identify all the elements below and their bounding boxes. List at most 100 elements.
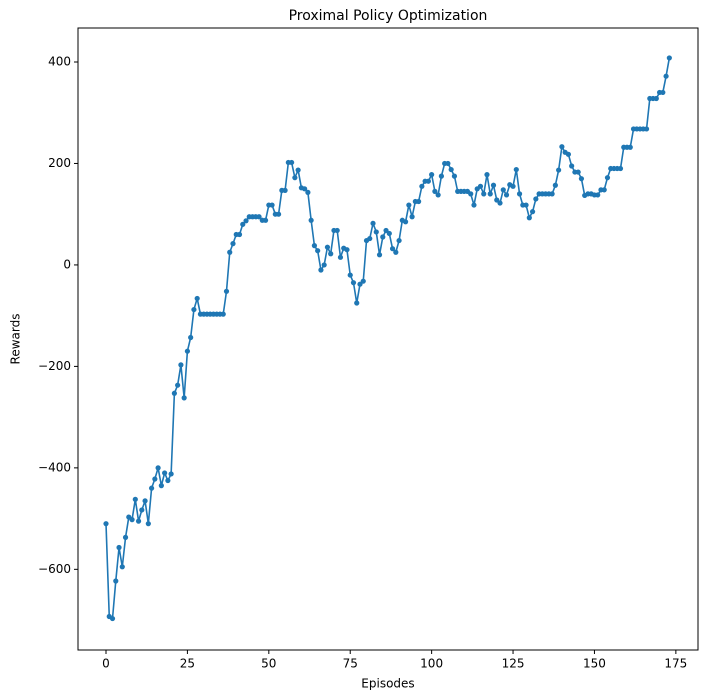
data-point — [578, 176, 585, 182]
data-point — [663, 73, 669, 79]
data-point — [227, 249, 233, 255]
data-point — [302, 186, 308, 192]
data-point — [516, 191, 523, 197]
data-point — [119, 564, 125, 570]
x-tick-label: 125 — [502, 657, 525, 671]
data-point — [181, 395, 187, 401]
data-point — [116, 544, 122, 551]
chart-title: Proximal Policy Optimization — [289, 8, 488, 24]
x-tick-label: 50 — [261, 657, 276, 671]
y-tick-label: −600 — [38, 562, 71, 576]
data-point — [393, 249, 399, 255]
data-point — [289, 159, 295, 166]
data-point — [230, 241, 236, 247]
data-point — [295, 167, 301, 173]
data-point — [240, 221, 246, 227]
data-point — [416, 198, 422, 205]
data-point — [334, 227, 340, 234]
data-point — [448, 166, 454, 173]
data-point — [435, 192, 441, 198]
data-point — [347, 272, 353, 278]
data-point — [409, 214, 415, 220]
data-point — [402, 219, 409, 225]
data-point — [256, 214, 262, 220]
y-axis-label: Rewards — [9, 314, 23, 365]
data-point — [171, 390, 177, 396]
data-point — [191, 306, 197, 313]
data-point — [438, 173, 445, 179]
data-point — [666, 55, 672, 61]
data-point — [523, 202, 529, 208]
y-tick-label: 0 — [63, 257, 71, 271]
data-point — [601, 187, 607, 193]
data-point — [380, 234, 386, 240]
data-point — [155, 465, 161, 471]
data-point — [513, 166, 519, 173]
data-point — [269, 202, 275, 208]
data-point — [445, 160, 451, 167]
data-point — [533, 196, 539, 202]
data-point — [549, 191, 555, 197]
data-point — [321, 262, 327, 268]
y-tick-label: 400 — [48, 54, 71, 68]
data-point — [367, 235, 373, 242]
data-point — [129, 517, 135, 523]
data-point — [556, 167, 562, 173]
data-point — [376, 252, 383, 258]
data-point — [481, 191, 487, 197]
data-point — [490, 182, 497, 188]
data-point — [145, 521, 151, 527]
data-point — [370, 220, 376, 226]
data-point — [552, 182, 558, 188]
data-point — [344, 247, 350, 253]
data-point — [148, 485, 155, 491]
data-point — [328, 251, 334, 257]
data-point — [487, 191, 493, 197]
data-point — [360, 278, 366, 284]
data-point — [318, 267, 324, 273]
data-point — [432, 188, 438, 194]
data-point — [386, 230, 392, 237]
data-point — [275, 211, 282, 217]
data-point — [109, 615, 116, 622]
data-point — [223, 288, 230, 294]
x-tick-label: 25 — [180, 657, 195, 671]
data-point — [396, 237, 402, 244]
data-point — [168, 471, 174, 477]
data-point — [337, 254, 344, 260]
x-axis-label: Episodes — [361, 677, 414, 691]
y-tick-label: −400 — [38, 460, 71, 474]
x-tick-label: 150 — [583, 657, 606, 671]
data-point — [158, 483, 164, 489]
data-point — [162, 470, 168, 476]
plot-frame — [77, 27, 699, 651]
data-point — [324, 244, 331, 250]
data-point — [350, 280, 357, 286]
data-point — [383, 227, 389, 234]
data-point — [406, 202, 412, 208]
data-point — [236, 231, 243, 238]
data-point — [468, 191, 474, 197]
data-point — [262, 217, 269, 223]
data-point — [604, 175, 611, 181]
data-point — [559, 144, 565, 150]
data-point — [152, 476, 158, 482]
data-point — [425, 178, 431, 184]
x-tick-label: 175 — [664, 657, 687, 671]
data-point — [315, 248, 321, 254]
data-point — [175, 382, 181, 388]
y-tick-label: −200 — [38, 359, 71, 373]
data-point — [643, 126, 650, 132]
data-point — [494, 197, 500, 203]
data-point — [510, 183, 516, 189]
x-tick-label: 100 — [420, 657, 443, 671]
data-point — [354, 300, 360, 306]
data-point — [139, 507, 145, 513]
data-point — [429, 172, 435, 178]
data-point — [292, 175, 298, 181]
data-point — [617, 165, 624, 172]
data-point — [653, 95, 659, 102]
data-point — [135, 518, 142, 524]
data-point — [165, 477, 171, 484]
